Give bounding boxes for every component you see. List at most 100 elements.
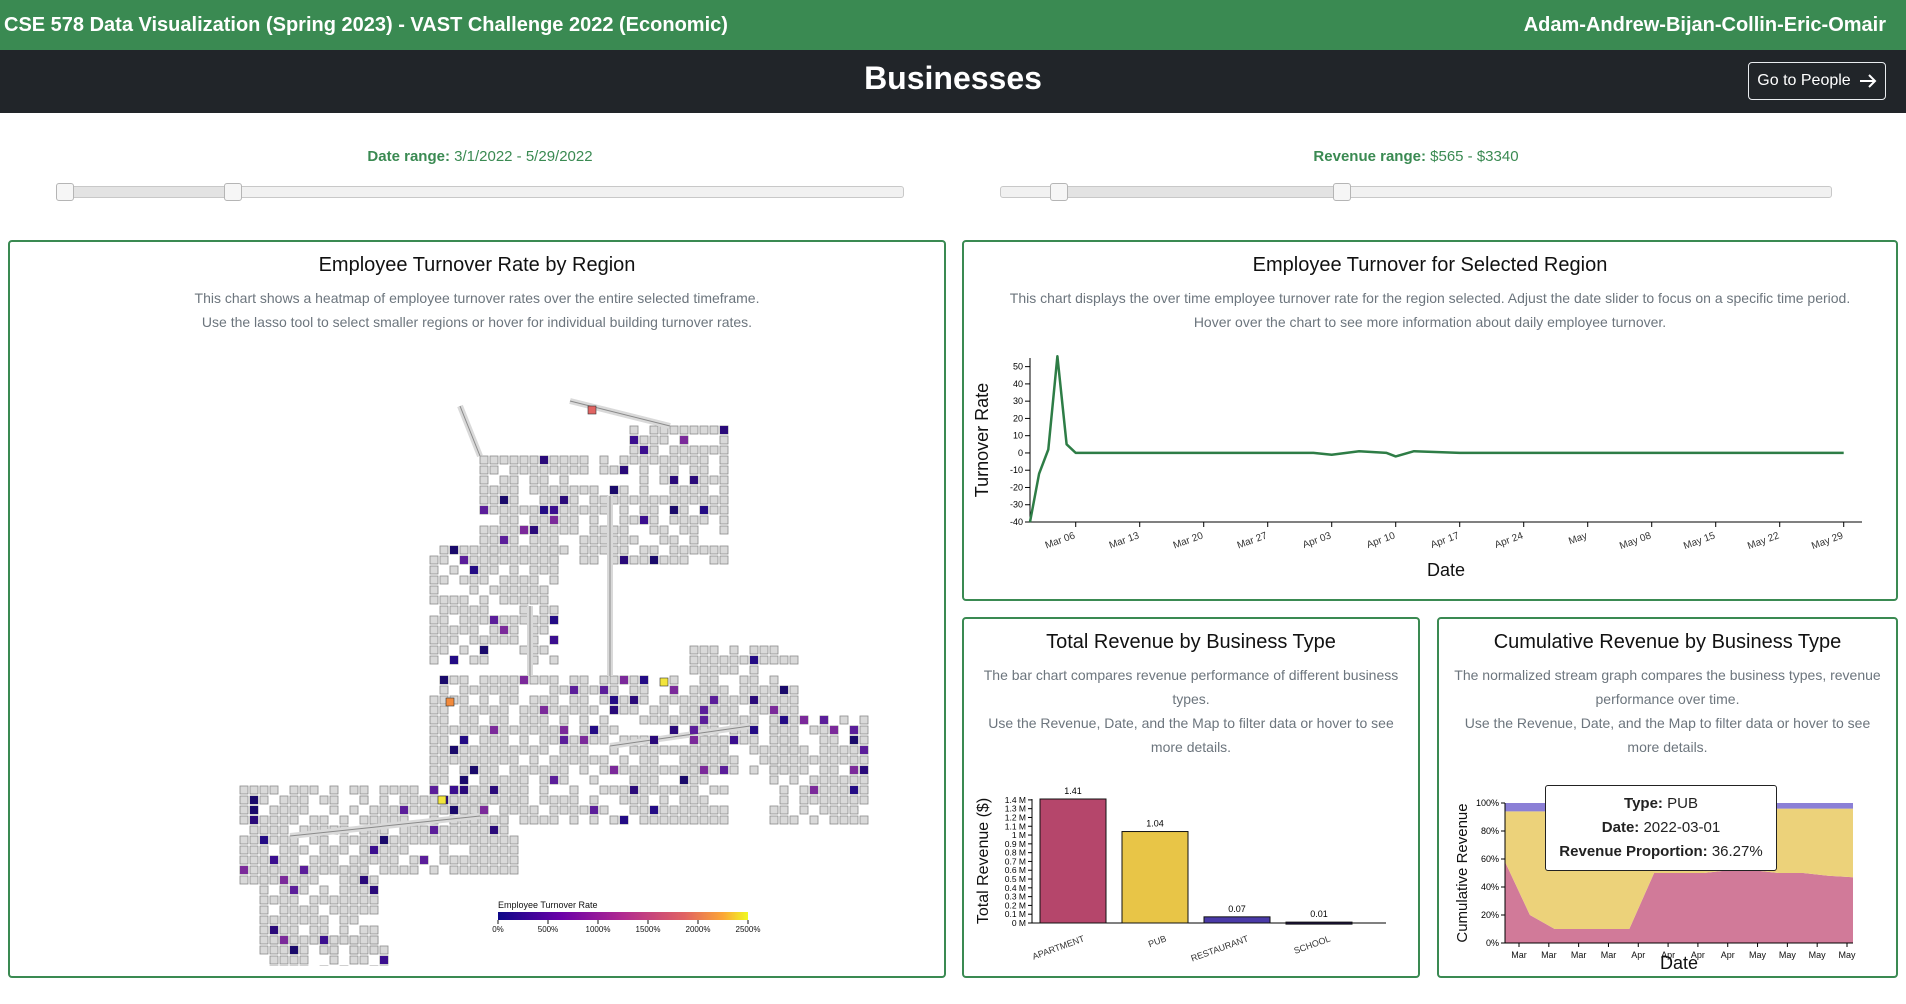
map-road-block: [679, 445, 689, 455]
map-heat-cell: [650, 736, 658, 744]
map-road-block: [709, 815, 719, 825]
map-road-block: [749, 745, 759, 755]
map-road-block: [279, 945, 289, 955]
map-heat-cell: [540, 506, 548, 514]
map-road-block: [339, 835, 349, 845]
bar-value-label: 0.07: [1228, 904, 1246, 914]
map-heat-cell-high: [437, 795, 447, 805]
map-road-block: [669, 805, 679, 815]
map-road-block: [539, 605, 549, 615]
map-road-block: [679, 525, 689, 535]
map-road-block: [589, 515, 599, 525]
map-heat-cell: [370, 886, 378, 894]
map-road-block: [499, 555, 509, 565]
map-road-block: [519, 555, 529, 565]
line-x-tick-label: Mar 20: [1172, 530, 1205, 551]
map-road-block: [699, 475, 709, 485]
map-road-block: [349, 885, 359, 895]
map-road-block: [249, 855, 259, 865]
revenue-slider-track[interactable]: [1000, 183, 1832, 201]
map-road-block: [839, 745, 849, 755]
map-road-block: [419, 805, 429, 815]
map-road-block: [689, 805, 699, 815]
turnover-heatmap-map[interactable]: Employee Turnover Rate 0% 500% 1000% 1500% 2…: [10, 346, 944, 966]
map-heat-cell: [850, 736, 858, 744]
map-road-block: [369, 805, 379, 815]
map-road-block: [549, 545, 559, 555]
map-heat-cell: [680, 776, 688, 784]
map-road-block: [499, 635, 509, 645]
map-road-block: [459, 675, 469, 685]
map-road-block: [719, 485, 729, 495]
map-road-block: [629, 745, 639, 755]
date-slider-start-handle[interactable]: [56, 183, 74, 201]
map-road-block: [779, 745, 789, 755]
revenue-bar-panel: Total Revenue by Business Type The bar c…: [962, 617, 1420, 978]
map-heat-cell: [800, 716, 808, 724]
map-road-block: [449, 755, 459, 765]
map-road-block: [509, 725, 519, 735]
bar-y-tick-label: 0.3 M: [1005, 892, 1026, 902]
tooltip-type-label: Type:: [1624, 795, 1663, 812]
map-road-block: [279, 855, 289, 865]
map-road-block: [529, 715, 539, 725]
map-road-block: [329, 865, 339, 875]
map-road-block: [719, 555, 729, 565]
tooltip-prop-label: Revenue Proportion:: [1559, 843, 1708, 860]
map-road-block: [679, 785, 689, 795]
turnover-line-chart[interactable]: -40 -30 -20 -10 0 10 20 30 40 50 Mar 06 Mar 13 Mar 2…: [964, 348, 1896, 598]
go-to-people-button[interactable]: Go to People: [1748, 62, 1886, 100]
date-slider-end-handle[interactable]: [224, 183, 242, 201]
map-road-block: [499, 815, 509, 825]
map-road-block: [479, 775, 489, 785]
map-road-block: [659, 785, 669, 795]
map-road-block: [459, 615, 469, 625]
map-heat-cell: [490, 826, 498, 834]
map-road-block: [309, 895, 319, 905]
map-road-block: [539, 595, 549, 605]
line-y-tick-label: 40: [1013, 379, 1023, 389]
map-road-block: [729, 705, 739, 715]
bar-y-tick-label: 1 M: [1012, 830, 1026, 840]
map-road-block: [349, 945, 359, 955]
map-road-block: [549, 485, 559, 495]
map-road-block: [689, 535, 699, 545]
map-road-block: [709, 685, 719, 695]
map-road-block: [599, 735, 609, 745]
stream-y-tick-label: 40%: [1481, 882, 1499, 892]
map-road-block: [399, 835, 409, 845]
map-road-block: [429, 595, 439, 605]
revenue-slider-min-handle[interactable]: [1050, 183, 1069, 201]
map-road-block: [479, 735, 489, 745]
map-heat-cell: [550, 776, 558, 784]
map-road-block: [429, 555, 439, 565]
map-road-block: [559, 485, 569, 495]
map-road-block: [489, 635, 499, 645]
map-road-block: [779, 785, 789, 795]
map-road-block: [499, 865, 509, 875]
map-road-block: [539, 555, 549, 565]
map-heat-cell: [620, 676, 628, 684]
map-road-block: [329, 785, 339, 795]
date-slider-track[interactable]: [56, 183, 904, 201]
revenue-slider-max-handle[interactable]: [1333, 183, 1352, 201]
map-road-block: [809, 725, 819, 735]
map-road-block: [529, 745, 539, 755]
map-road-block: [529, 675, 539, 685]
map-road-block: [669, 695, 679, 705]
map-road-block: [599, 715, 609, 725]
revenue-desc-line-1: The bar chart compares revenue performan…: [983, 667, 1399, 683]
map-road-block: [459, 595, 469, 605]
bar-value-label: 1.41: [1064, 786, 1082, 796]
revenue-bar-chart[interactable]: 0 M0.1 M0.2 M0.3 M0.4 M0.5 M0.6 M0.7 M0.…: [964, 779, 1418, 974]
map-road-block: [559, 685, 569, 695]
map-heat-cell: [550, 506, 558, 514]
map-road-block: [299, 945, 309, 955]
map-road-block: [549, 525, 559, 535]
map-road-block: [779, 805, 789, 815]
map-road-block: [359, 925, 369, 935]
map-road-block: [449, 865, 459, 875]
map-road-block: [489, 485, 499, 495]
map-road-block: [649, 455, 659, 465]
map-road-block: [489, 755, 499, 765]
